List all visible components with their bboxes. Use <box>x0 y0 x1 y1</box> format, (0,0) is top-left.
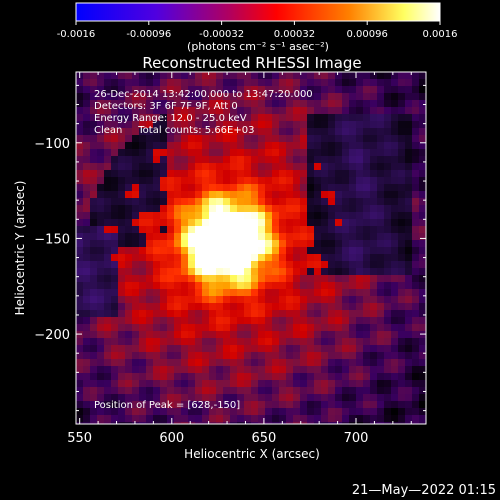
heatmap-image <box>76 72 426 424</box>
axes: 550 600 650 700 −100 −150 −200 <box>34 72 426 446</box>
footer-date: 21—May—2022 01:15 <box>352 483 496 498</box>
colorbar-tick-label: 0.0016 <box>423 29 458 40</box>
info-line-energy: Energy Range: 12.0 - 25.0 keV <box>94 113 247 124</box>
x-tick-label: 600 <box>159 431 184 446</box>
y-tick-label: −200 <box>34 328 70 343</box>
info-line-detectors: Detectors: 3F 6F 7F 9F, Att 0 <box>94 101 238 112</box>
colorbar-tick-label: 0.00096 <box>347 29 388 40</box>
colorbar-tick-label: -0.00032 <box>199 29 244 40</box>
y-tick-label: −100 <box>34 137 70 152</box>
info-line-time: 26-Dec-2014 13:42:00.000 to 13:47:20.000 <box>94 89 313 100</box>
plot-frame <box>75 71 427 425</box>
y-tick-label: −150 <box>34 232 70 247</box>
info-line-clean: Clean Total counts: 5.66E+03 <box>94 125 254 136</box>
x-tick-label: 700 <box>344 431 369 446</box>
colorbar <box>75 2 441 22</box>
colorbar-tick-label: -0.00096 <box>126 29 171 40</box>
x-tick-label: 650 <box>251 431 276 446</box>
colorbar-ticks: -0.0016 -0.00096 -0.00032 0.00032 0.00096 0.0… <box>57 21 458 40</box>
chart-title: Reconstructed RHESSI Image <box>142 54 361 72</box>
colorbar-units: (photons cm⁻² s⁻¹ asec⁻²) <box>187 40 329 53</box>
x-axis-label: Heliocentric X (arcsec) <box>184 447 320 461</box>
colorbar-tick-label: -0.0016 <box>57 29 96 40</box>
peak-label: Position of Peak = [628,-150] <box>94 400 240 411</box>
colorbar-tick-label: 0.00032 <box>274 29 315 40</box>
y-axis-label: Heliocentric Y (arcsec) <box>13 181 27 316</box>
x-tick-label: 550 <box>67 431 92 446</box>
